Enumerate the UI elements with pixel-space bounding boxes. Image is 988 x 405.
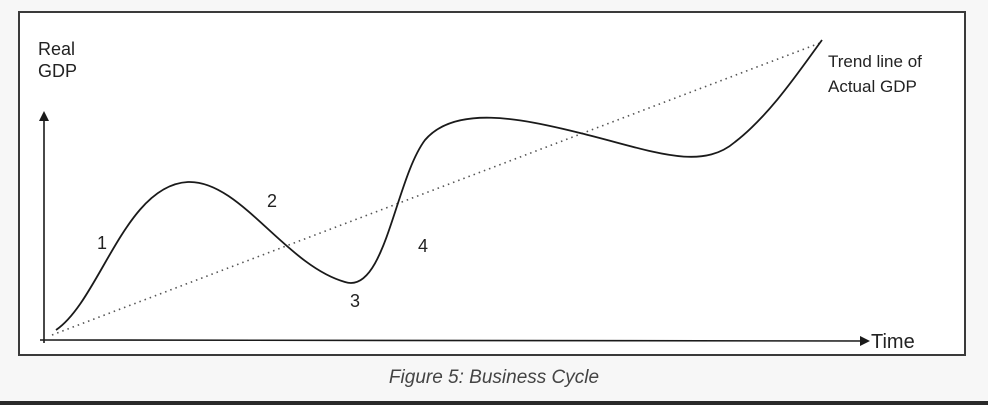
y-axis-label-line2: GDP (38, 61, 77, 81)
phase-label-4: 4 (418, 236, 428, 256)
phase-label-2: 2 (267, 191, 277, 211)
trend-label-line1: Trend line of (828, 52, 922, 71)
phase-label-3: 3 (350, 291, 360, 311)
x-axis-label: Time (871, 331, 915, 353)
figure-caption: Figure 5: Business Cycle (388, 367, 600, 388)
x-axis (39, 335, 870, 346)
bottom-divider (0, 401, 988, 405)
phase-label-1: 1 (97, 233, 107, 253)
business-cycle-curve (55, 39, 823, 331)
y-axis-label-line1: Real (38, 39, 75, 59)
trend-label-line2: Actual GDP (828, 77, 917, 96)
trend-line (51, 42, 821, 336)
